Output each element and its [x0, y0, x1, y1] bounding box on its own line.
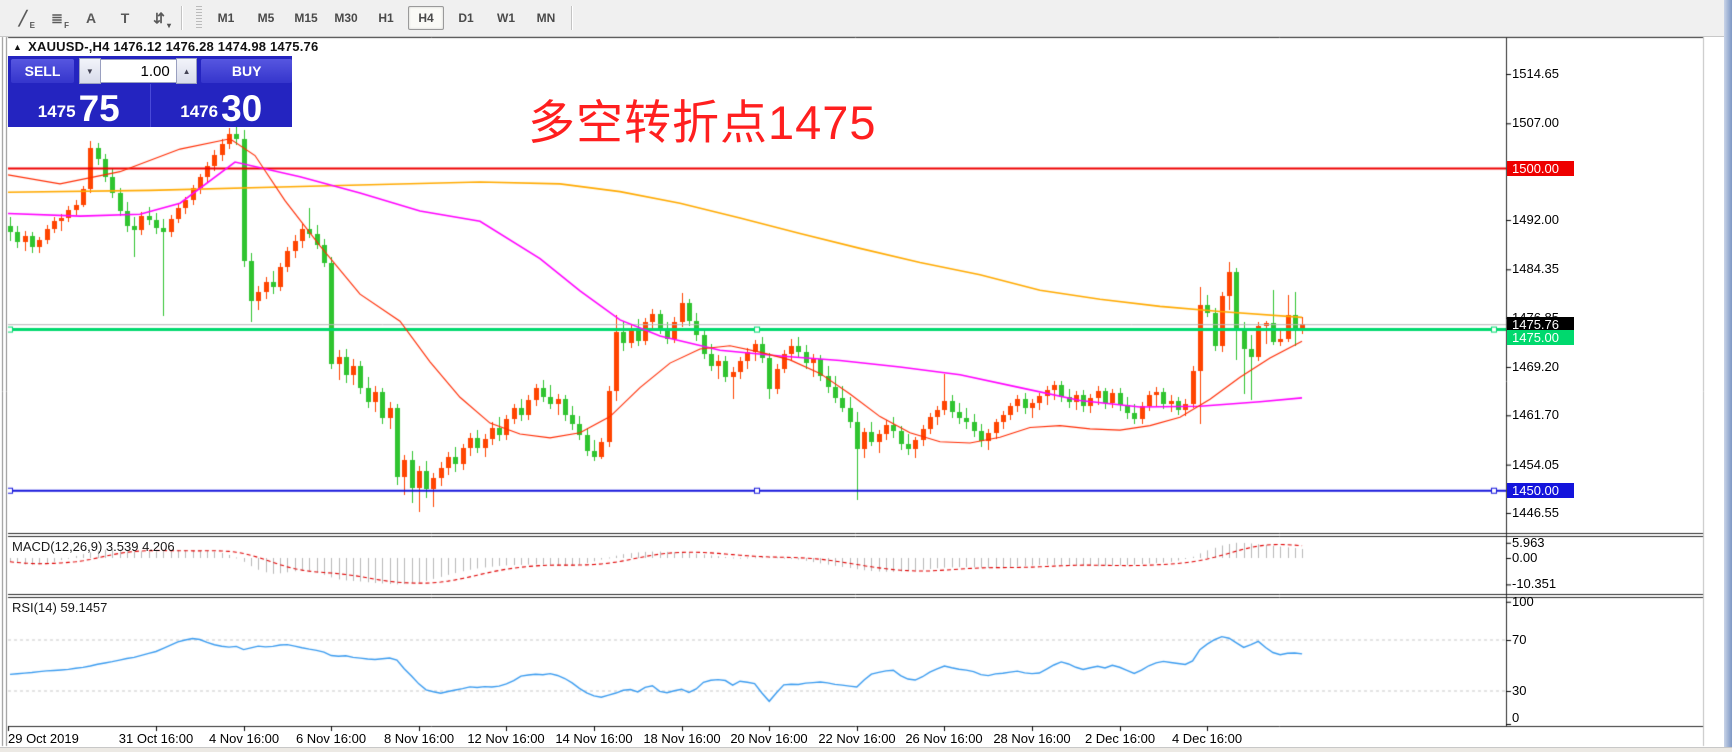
price-tick-label: 1446.55 [1512, 504, 1559, 520]
date-tick-label: 4 Nov 16:00 [208, 731, 280, 746]
sell-price[interactable]: 1475 75 [8, 84, 151, 127]
macd-tick-label: 5.963 [1512, 534, 1545, 550]
price-badge-1475.76: 1475.76 [1507, 317, 1574, 333]
macd-label: MACD(12,26,9) 3.539 4.206 [12, 539, 175, 554]
price-badge-1475.00: 1475.00 [1507, 330, 1574, 346]
price-tick-label: 1484.35 [1512, 261, 1559, 277]
price-badge-1500.00: 1500.00 [1507, 160, 1574, 176]
date-tick-label: 6 Nov 16:00 [295, 731, 367, 746]
toolbar-separator [571, 6, 573, 30]
window-bottom-edge [0, 747, 1732, 752]
buy-price[interactable]: 1476 30 [151, 84, 293, 127]
date-tick-label: 8 Nov 16:00 [383, 731, 455, 746]
timeframe-bar: M1 M5 M15 M30 H1 H4 D1 W1 MN [206, 6, 566, 30]
date-tick-label: 29 Oct 2019 [8, 731, 79, 746]
timeframe-button-m15[interactable]: M15 [294, 11, 318, 25]
date-tick-label: 31 Oct 16:00 [118, 731, 194, 746]
toolbar: ╱ E ≣ F A T ⇵ ▾ M1 M5 M15 M30 H1 H4 D1 W1 MN [0, 0, 1732, 37]
date-tick-label: 14 Nov 16:00 [555, 731, 633, 746]
date-tick-label: 20 Nov 16:00 [730, 731, 808, 746]
date-tick-label: 26 Nov 16:00 [905, 731, 983, 746]
price-tick-label: 1461.70 [1512, 407, 1559, 423]
text-icon[interactable]: A [85, 10, 97, 26]
volume-input[interactable]: 1.00 [100, 59, 176, 83]
macd-tick-label: -10.351 [1512, 576, 1557, 592]
chart-annotation-text: 多空转折点1475 [528, 96, 877, 149]
price-tick-label: 1469.20 [1512, 358, 1559, 374]
price-badge-1450.00: 1450.00 [1507, 483, 1574, 499]
timeframe-button-h4[interactable]: H4 [408, 6, 444, 30]
price-tick-label: 1507.00 [1512, 115, 1559, 131]
buy-price-small: 1476 [180, 102, 219, 121]
price-tick-label: 1514.65 [1512, 66, 1559, 81]
buy-price-big: 30 [221, 87, 263, 129]
toolbar-separator [181, 6, 183, 30]
date-tick-label: 12 Nov 16:00 [467, 731, 545, 746]
date-tick-label: 28 Nov 16:00 [993, 731, 1071, 746]
date-tick-label: 18 Nov 16:00 [643, 731, 721, 746]
trade-panel-prices: 1475 75 1476 30 [8, 84, 292, 127]
price-tick-label: 1492.00 [1512, 212, 1559, 227]
timeframe-button-h1[interactable]: H1 [378, 11, 394, 25]
sell-button[interactable]: SELL [11, 59, 75, 83]
toolbar-drag-handle-icon[interactable] [196, 6, 202, 30]
timeframe-button-mn[interactable]: MN [536, 11, 556, 25]
date-tick-label: 4 Dec 16:00 [1171, 731, 1243, 746]
timeframe-button-d1[interactable]: D1 [458, 11, 474, 25]
trade-panel-controls: SELL ▼ 1.00 ▲ BUY [8, 58, 292, 84]
timeframe-button-m5[interactable]: M5 [257, 11, 275, 25]
rsi-tick-label: 100 [1512, 593, 1534, 609]
collapse-panel-icon[interactable]: ▲ [13, 42, 23, 52]
sell-price-small: 1475 [37, 102, 76, 121]
date-tick-label: 22 Nov 16:00 [818, 731, 896, 746]
macd-tick-label: 0.00 [1512, 550, 1538, 565]
arrow-objects-icon[interactable]: ⇵ ▾ [153, 9, 171, 31]
sell-price-big: 75 [78, 87, 120, 129]
volume-increase-button[interactable]: ▲ [175, 58, 198, 84]
one-click-trade-panel: SELL ▼ 1.00 ▲ BUY 1475 75 1476 30 [8, 56, 292, 127]
chart-ohlc-title: ▲ XAUUSD-,H4 1476.12 1476.28 1474.98 1475… [13, 39, 318, 54]
timeframe-button-w1[interactable]: W1 [497, 11, 515, 25]
text-label-icon[interactable]: T [120, 10, 130, 26]
rsi-tick-label: 30 [1512, 683, 1527, 698]
timeframe-button-m30[interactable]: M30 [334, 11, 358, 25]
price-tick-label: 1454.05 [1512, 456, 1559, 472]
window-edge [1724, 0, 1732, 752]
rsi-tick-label: 0 [1512, 710, 1520, 725]
equidistant-channel-icon[interactable]: ╱ E [18, 9, 35, 31]
rsi-tick-label: 70 [1512, 632, 1527, 647]
volume-decrease-button[interactable]: ▼ [79, 58, 101, 84]
toolbar-drawing-tools: ╱ E ≣ F A T ⇵ ▾ [6, 5, 176, 31]
rsi-label: RSI(14) 59.1457 [12, 600, 108, 615]
ohlc-text: XAUUSD-,H4 1476.12 1476.28 1474.98 1475.… [28, 39, 319, 54]
date-tick-label: 2 Dec 16:00 [1084, 731, 1156, 746]
fibonacci-retracement-icon[interactable]: ≣ F [51, 9, 69, 31]
timeframe-button-m1[interactable]: M1 [217, 11, 235, 25]
buy-button[interactable]: BUY [201, 59, 292, 83]
